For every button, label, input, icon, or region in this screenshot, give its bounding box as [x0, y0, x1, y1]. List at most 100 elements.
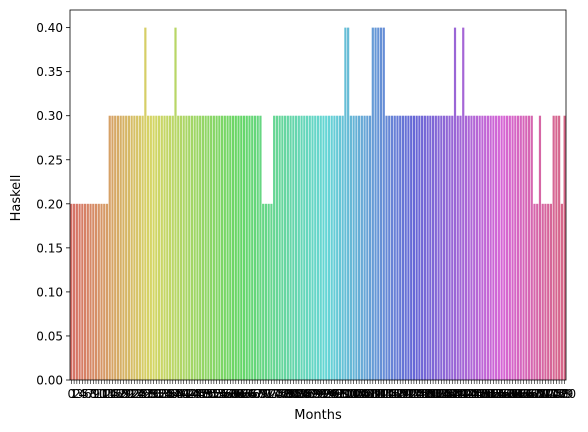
x-tick-label: 172 [531, 387, 554, 401]
bar-32 [157, 115, 161, 381]
x-tick-label: 75 [269, 387, 284, 401]
bar-76 [278, 115, 281, 381]
bar-116 [388, 115, 391, 381]
x-tick-label: 89 [308, 387, 323, 401]
x-tick-label: 122 [394, 387, 417, 401]
bar-98 [338, 115, 342, 381]
x-tick-label: 83 [291, 387, 306, 401]
x-tick-label: 137 [435, 387, 458, 401]
bar-162 [514, 115, 517, 381]
x-tick-label: 151 [474, 387, 497, 401]
bar-3 [78, 203, 81, 380]
x-tick-label: 169 [523, 387, 546, 401]
bar-177 [555, 115, 558, 381]
x-tick-label: 150 [471, 387, 494, 401]
y-tick-label: 0.00 [36, 374, 63, 388]
x-tick-label: 4 [79, 387, 87, 401]
bar-45 [193, 115, 196, 381]
bar-136 [442, 115, 446, 381]
x-tick-label: 78 [277, 387, 292, 401]
bar-149 [478, 115, 481, 381]
x-tick-label: 80 [283, 387, 298, 401]
x-tick-label: 144 [455, 387, 478, 401]
x-tick-label: 7 [87, 387, 95, 401]
bar-170 [536, 203, 539, 380]
y-tick-label: 0.40 [36, 21, 63, 35]
bar-87 [308, 115, 311, 381]
x-tick-label: 111 [364, 387, 387, 401]
bar-5 [83, 203, 87, 380]
bar-6 [86, 203, 89, 380]
bar-11 [100, 203, 103, 380]
bar-7 [89, 203, 92, 380]
bar-95 [330, 115, 333, 381]
x-tick-label: 39 [171, 387, 186, 401]
bar-163 [516, 115, 520, 381]
bar-102 [349, 115, 352, 381]
x-tick-label: 2 [73, 387, 81, 401]
bar-90 [316, 115, 320, 381]
x-tick-label: 38 [168, 387, 183, 401]
bar-125 [412, 115, 416, 381]
bar-151 [484, 115, 487, 381]
bar-164 [519, 115, 522, 381]
x-tick-label: 86 [299, 387, 314, 401]
y-tick-label: 0.20 [36, 197, 63, 211]
bar-110 [371, 27, 374, 381]
bar-2 [75, 203, 78, 380]
bar-42 [185, 115, 188, 381]
bar-165 [522, 115, 525, 381]
x-tick-label: 63 [236, 387, 251, 401]
x-tick-label: 61 [231, 387, 246, 401]
x-tick-label: 170 [526, 387, 549, 401]
bar-82 [294, 115, 298, 381]
bar-131 [429, 115, 432, 381]
bar-139 [451, 115, 454, 381]
x-tick-label: 114 [372, 387, 395, 401]
x-tick-label: 37 [165, 387, 180, 401]
bar-175 [549, 203, 553, 380]
x-tick-label: 12 [97, 387, 112, 401]
bar-108 [366, 115, 369, 381]
bar-66 [251, 115, 254, 381]
bar-4 [81, 203, 84, 380]
x-tick-label: 36 [162, 387, 177, 401]
bar-113 [379, 27, 383, 381]
x-tick-label: 173 [534, 387, 557, 401]
x-tick-label: 17 [110, 387, 125, 401]
bar-88 [311, 115, 314, 381]
bar-10 [97, 203, 100, 380]
bar-172 [541, 203, 544, 380]
bar-30 [152, 115, 155, 381]
bar-79 [286, 115, 289, 381]
x-tick-label: 178 [548, 387, 571, 401]
bar-13 [105, 203, 109, 380]
bar-53 [215, 115, 218, 381]
x-tick-label: 127 [408, 387, 431, 401]
x-tick-label: 113 [370, 387, 393, 401]
bar-153 [489, 115, 492, 381]
x-tick-label: 41 [176, 387, 191, 401]
x-tick-label: 125 [402, 387, 425, 401]
bar-154 [492, 115, 495, 381]
bar-118 [393, 115, 396, 381]
x-tick-label: 100 [334, 387, 357, 401]
bar-106 [360, 115, 363, 381]
x-tick-label: 45 [187, 387, 202, 401]
x-tick-label: 103 [342, 387, 365, 401]
bar-65 [248, 115, 251, 381]
bar-86 [305, 115, 309, 381]
x-tick-label: 130 [416, 387, 439, 401]
bar-92 [322, 115, 325, 381]
x-tick-label: 92 [316, 387, 331, 401]
bar-166 [525, 115, 528, 381]
x-tick-label: 158 [493, 387, 516, 401]
x-tick-label: 56 [217, 387, 232, 401]
x-tick-label: 106 [350, 387, 373, 401]
x-tick-label: 26 [135, 387, 150, 401]
bar-18 [119, 115, 122, 381]
bar-34 [163, 115, 166, 381]
bar-157 [500, 115, 503, 381]
x-tick-label: 68 [250, 387, 265, 401]
x-tick-label: 94 [321, 387, 336, 401]
